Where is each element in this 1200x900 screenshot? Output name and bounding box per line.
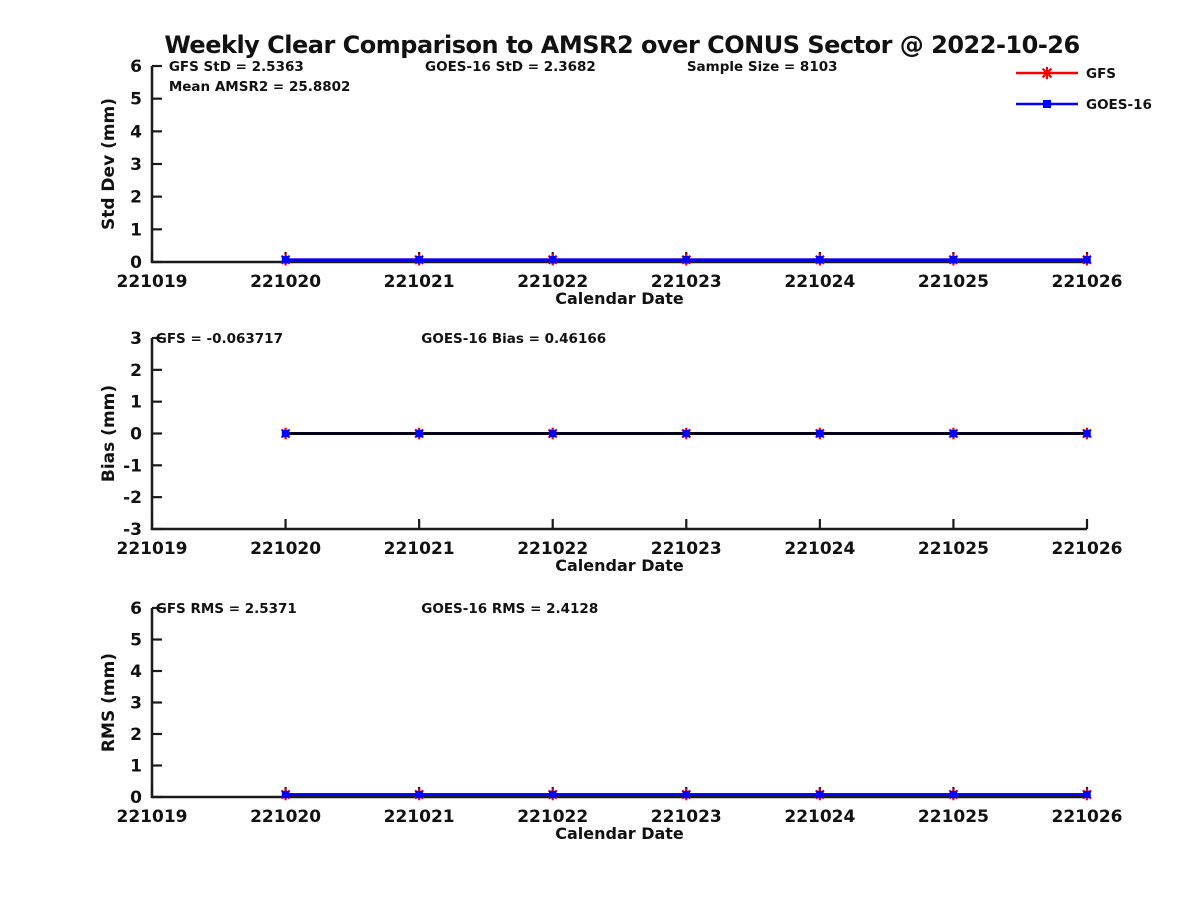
legend-label: GOES-16: [1086, 97, 1152, 113]
x-tick-label: 221021: [384, 807, 455, 827]
square-marker: [816, 255, 824, 264]
stat-annotation: GFS StD = 2.5363: [169, 59, 304, 75]
square-marker: [949, 429, 958, 438]
y-tick-label: 1: [130, 757, 142, 777]
asterisk-marker: [1041, 66, 1053, 80]
subplot-rms-mm: 0 1 2 3 4 5 6 221019 221020 221021 221022 221023 221…: [99, 599, 1122, 843]
square-marker: [1083, 790, 1091, 799]
legend-item-goes16: GOES-16: [1016, 97, 1152, 113]
square-marker: [548, 255, 557, 264]
x-tick-label: 221022: [517, 272, 588, 292]
x-tick-label: 221020: [250, 272, 321, 292]
square-marker: [682, 429, 691, 438]
x-tick-label: 221023: [651, 272, 722, 292]
square-marker: [548, 790, 557, 799]
x-tick-label: 221020: [250, 807, 321, 827]
square-marker: [415, 255, 423, 264]
stat-annotation: GFS RMS = 2.5371: [156, 601, 297, 617]
x-tick-label: 221023: [651, 539, 722, 559]
x-tick-label: 221023: [651, 807, 722, 827]
stat-annotation: GOES-16 RMS = 2.4128: [421, 601, 598, 617]
square-marker: [949, 790, 958, 799]
legend-label: GFS: [1086, 66, 1116, 82]
x-tick-label: 221026: [1052, 539, 1123, 559]
x-tick-label: 221025: [918, 807, 989, 827]
y-tick-label: -3: [123, 520, 142, 540]
square-marker: [1083, 429, 1091, 438]
y-tick-label: 5: [130, 90, 142, 110]
square-marker: [682, 790, 691, 799]
subplot-std-dev-mm: 0 1 2 3 4 5 6 221019 221020 221021 221022 221023 221…: [99, 57, 1122, 308]
x-axis-label: Calendar Date: [555, 289, 684, 308]
x-tick-label: 221024: [784, 272, 855, 292]
stat-annotation: Sample Size = 8103: [687, 59, 838, 75]
stat-annotation: GOES-16 Bias = 0.46166: [421, 331, 606, 347]
x-tick-label: 221025: [918, 272, 989, 292]
chart-title: Weekly Clear Comparison to AMSR2 over CO…: [164, 31, 1080, 59]
x-tick-label: 221026: [1052, 272, 1123, 292]
y-tick-label: 3: [130, 694, 142, 714]
y-axis-label: RMS (mm): [99, 653, 119, 752]
square-marker: [949, 255, 958, 264]
x-tick-label: 221024: [784, 539, 855, 559]
stat-annotation: GFS = -0.063717: [156, 331, 283, 347]
y-tick-label: 4: [130, 662, 142, 682]
square-marker: [1043, 100, 1051, 108]
x-axis-label: Calendar Date: [555, 824, 684, 843]
y-tick-label: 6: [130, 599, 142, 619]
x-tick-label: 221024: [784, 807, 855, 827]
x-tick-label: 221022: [517, 807, 588, 827]
x-tick-label: 221019: [117, 539, 188, 559]
y-tick-label: 3: [130, 329, 142, 349]
x-tick-label: 221020: [250, 539, 321, 559]
x-tick-label: 221021: [384, 539, 455, 559]
y-tick-label: 2: [130, 361, 142, 381]
square-marker: [281, 429, 290, 438]
square-marker: [816, 790, 824, 799]
stat-annotation: Mean AMSR2 = 25.8802: [169, 79, 351, 95]
square-marker: [415, 429, 423, 438]
y-tick-label: 4: [130, 122, 142, 142]
x-axis-label: Calendar Date: [555, 556, 684, 575]
square-marker: [548, 429, 557, 438]
x-tick-label: 221022: [517, 539, 588, 559]
x-tick-label: 221021: [384, 272, 455, 292]
y-tick-label: -1: [123, 456, 142, 476]
y-tick-label: 2: [130, 725, 142, 745]
x-tick-label: 221025: [918, 539, 989, 559]
square-marker: [281, 790, 290, 799]
x-tick-label: 221019: [117, 807, 188, 827]
legend-item-gfs: GFS: [1016, 66, 1116, 82]
square-marker: [1083, 255, 1091, 264]
y-axis-label: Std Dev (mm): [99, 98, 119, 230]
y-tick-label: 0: [130, 425, 142, 445]
y-tick-label: 2: [130, 188, 142, 208]
y-tick-label: 3: [130, 155, 142, 175]
square-marker: [816, 429, 824, 438]
y-axis-label: Bias (mm): [99, 385, 119, 482]
y-tick-label: 1: [130, 220, 142, 240]
y-tick-label: 0: [130, 253, 142, 273]
x-tick-label: 221019: [117, 272, 188, 292]
subplot-bias-mm: -3 -2 -1 0 1 2 3 221019 221020 221021 221022 221023…: [99, 329, 1122, 575]
stat-annotation: GOES-16 StD = 2.3682: [425, 59, 596, 75]
y-tick-label: 1: [130, 393, 142, 413]
square-marker: [682, 255, 691, 264]
legend: GFS GOES-16: [1016, 66, 1152, 113]
y-tick-label: 5: [130, 631, 142, 651]
square-marker: [281, 255, 290, 264]
y-tick-label: 6: [130, 57, 142, 77]
x-tick-label: 221026: [1052, 807, 1123, 827]
y-tick-label: -2: [123, 488, 142, 508]
y-tick-label: 0: [130, 788, 142, 808]
square-marker: [415, 790, 423, 799]
